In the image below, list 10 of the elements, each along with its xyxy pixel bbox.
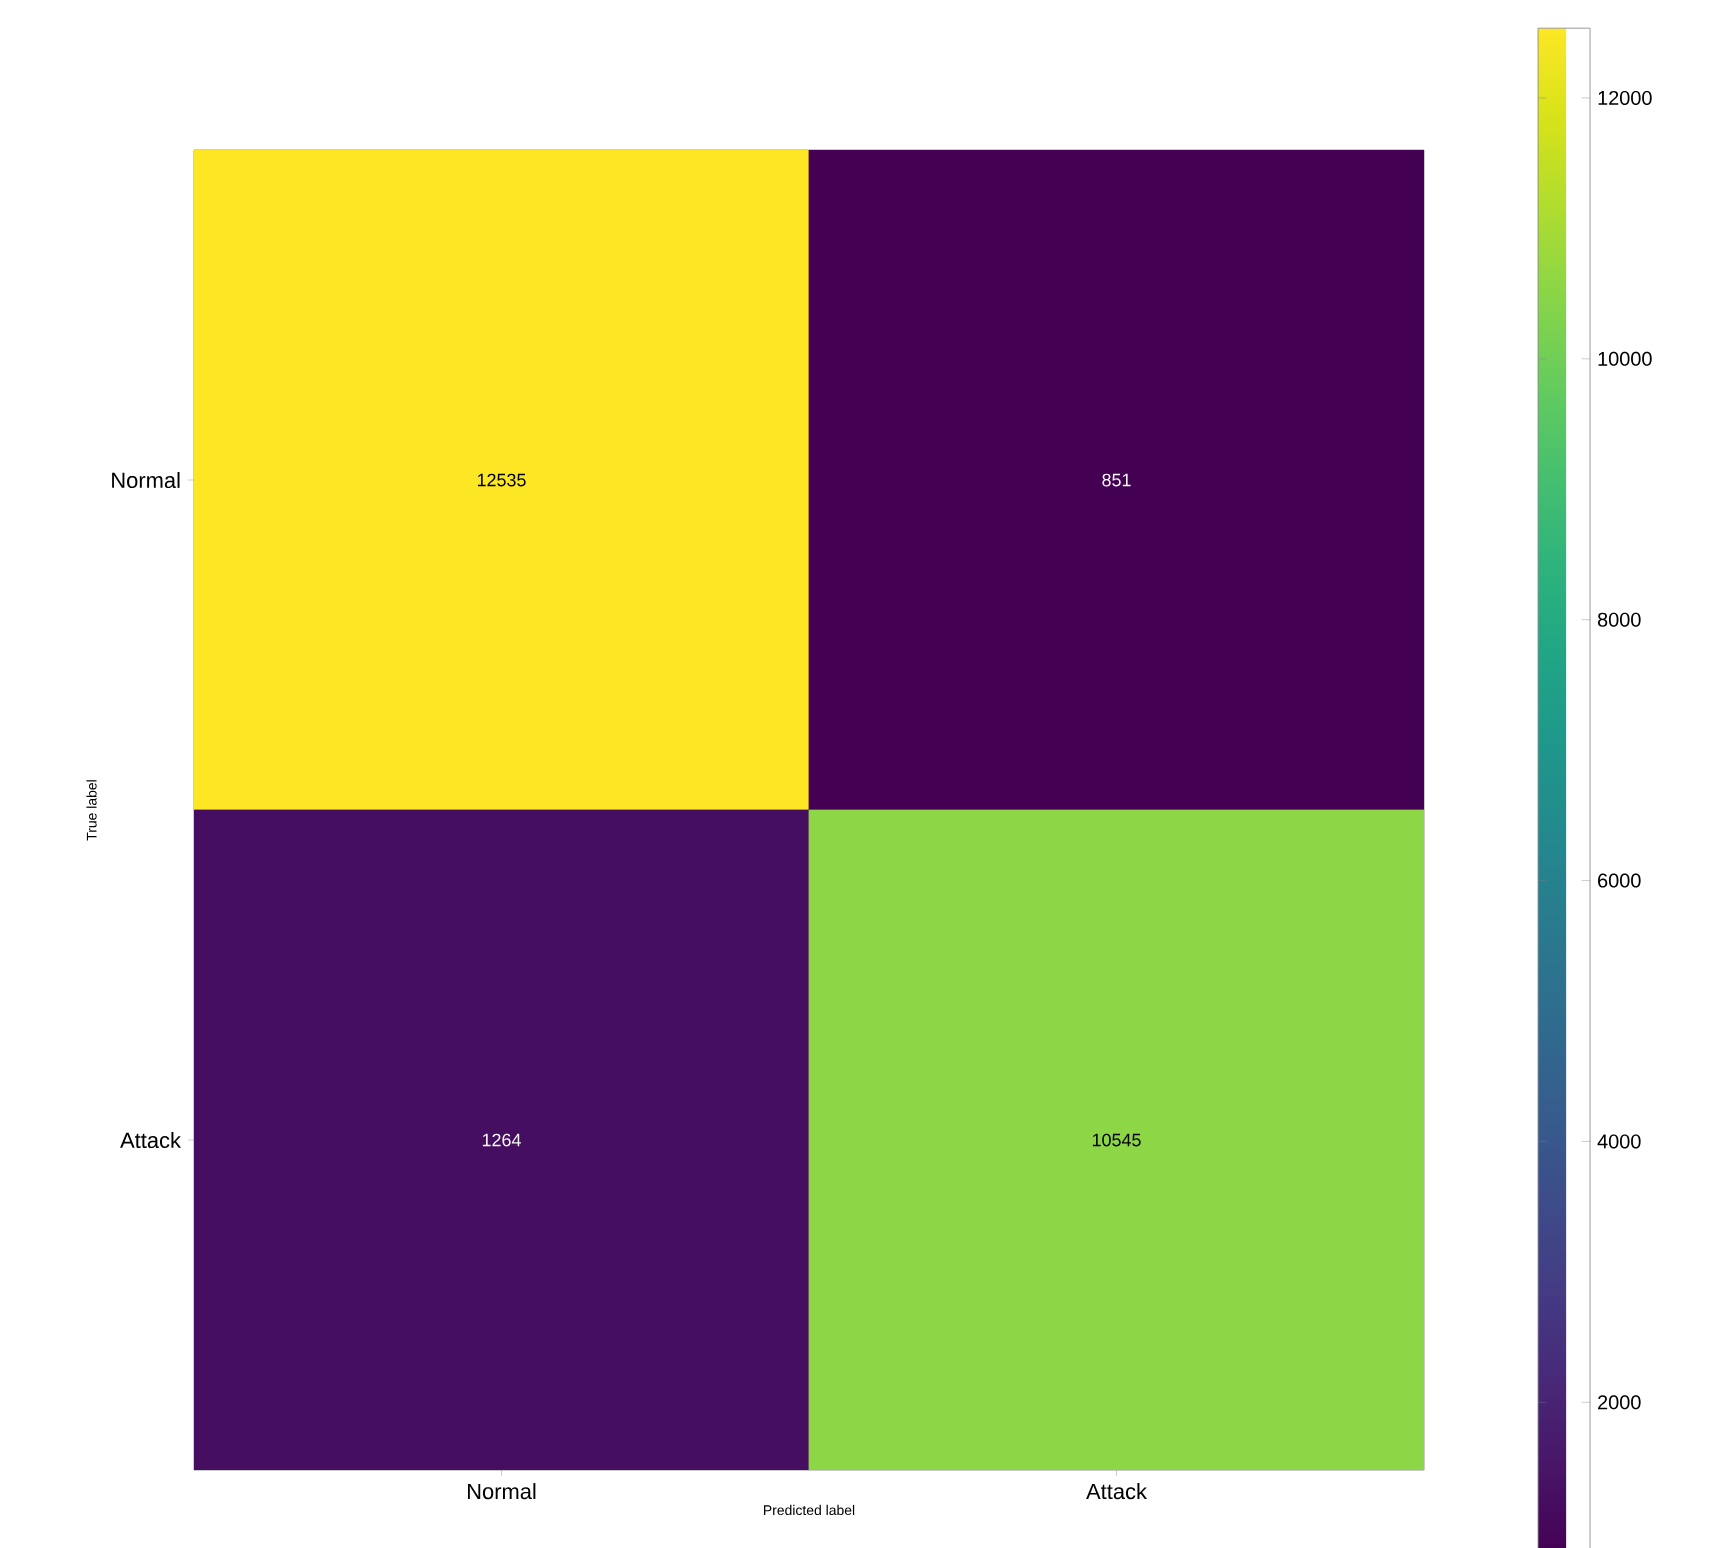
color-bar-label: 2000 [1598,1395,1641,1410]
data-label: 10545 [1092,1133,1141,1147]
color-bar-label: 10000 [1598,351,1652,366]
color-bar-label: 8000 [1597,612,1641,627]
color-bar-label: 4000 [1597,1134,1641,1149]
data-label: 851 [1102,473,1131,487]
color-bar-label: 12000 [1598,90,1652,105]
data-label: 1264 [482,1133,521,1147]
color-bar-label: 6000 [1598,873,1641,888]
data-label: 12535 [477,473,526,487]
